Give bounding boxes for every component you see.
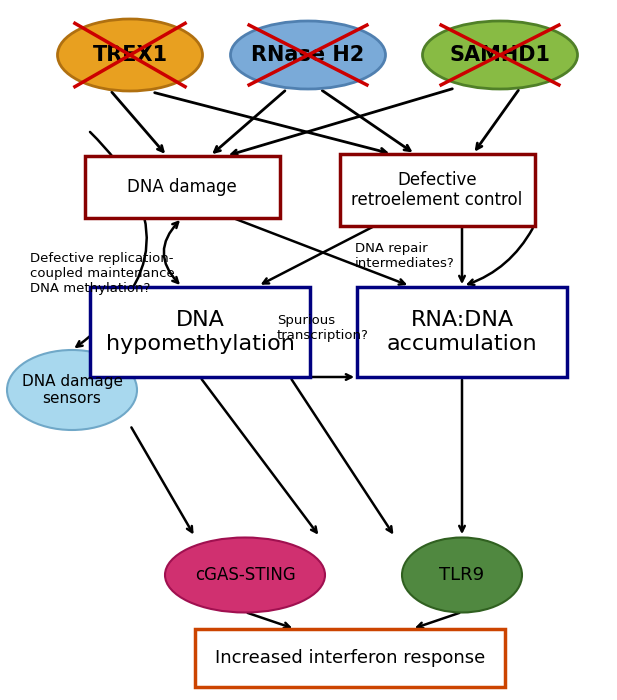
Ellipse shape xyxy=(7,350,137,430)
Ellipse shape xyxy=(231,21,386,89)
Text: Defective replication-
coupled maintenance
DNA methylation?: Defective replication- coupled maintenan… xyxy=(30,252,175,295)
Text: Increased interferon response: Increased interferon response xyxy=(215,649,485,667)
Text: DNA damage: DNA damage xyxy=(127,178,237,196)
Text: Spurious
transcription?: Spurious transcription? xyxy=(277,314,369,342)
Bar xyxy=(85,156,280,218)
Ellipse shape xyxy=(423,21,578,89)
Bar xyxy=(90,287,310,377)
Text: cGAS-STING: cGAS-STING xyxy=(194,566,296,584)
Bar xyxy=(195,629,505,687)
Text: RNase H2: RNase H2 xyxy=(251,45,365,65)
Text: DNA
hypomethylation: DNA hypomethylation xyxy=(106,310,294,354)
Text: SAMHD1: SAMHD1 xyxy=(450,45,550,65)
Text: TLR9: TLR9 xyxy=(439,566,484,584)
Bar xyxy=(339,154,534,226)
Text: TREX1: TREX1 xyxy=(93,45,168,65)
Bar xyxy=(357,287,567,377)
Text: DNA damage
sensors: DNA damage sensors xyxy=(22,374,123,406)
Text: RNA:DNA
accumulation: RNA:DNA accumulation xyxy=(387,310,537,354)
Text: Defective
retroelement control: Defective retroelement control xyxy=(351,171,523,209)
Text: DNA repair
intermediates?: DNA repair intermediates? xyxy=(355,242,455,270)
Ellipse shape xyxy=(165,538,325,612)
Ellipse shape xyxy=(402,538,522,612)
Ellipse shape xyxy=(57,19,202,91)
